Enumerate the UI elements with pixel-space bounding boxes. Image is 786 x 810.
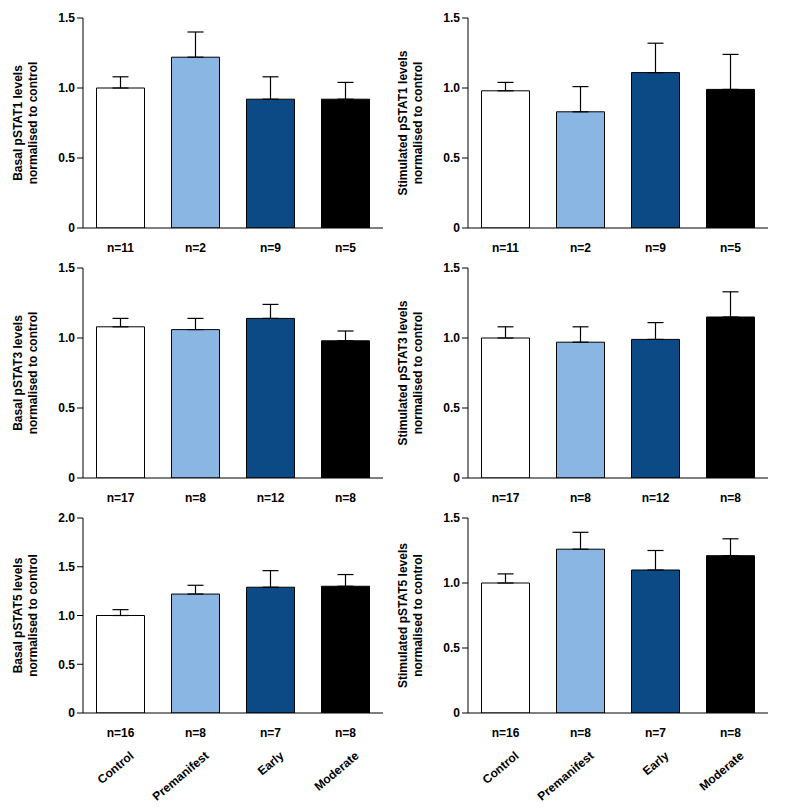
svg-text:Basal pSTAT5 levels: Basal pSTAT5 levels [11, 557, 25, 673]
svg-text:Moderate: Moderate [697, 748, 747, 793]
svg-text:Early: Early [640, 748, 672, 778]
svg-text:Basal pSTAT1 levels: Basal pSTAT1 levels [11, 65, 25, 181]
svg-text:1.0: 1.0 [443, 81, 460, 95]
svg-text:0: 0 [68, 706, 75, 720]
svg-text:normalised to control: normalised to control [26, 62, 40, 185]
svg-text:Stimulated pSTAT3 levels: Stimulated pSTAT3 levels [396, 300, 410, 445]
svg-text:n=8: n=8 [335, 491, 356, 505]
svg-text:0.5: 0.5 [58, 151, 75, 165]
svg-text:1.0: 1.0 [443, 576, 460, 590]
svg-text:1.5: 1.5 [443, 511, 460, 525]
svg-text:1.5: 1.5 [443, 11, 460, 25]
svg-text:normalised to control: normalised to control [26, 312, 40, 435]
svg-text:normalised to control: normalised to control [411, 312, 425, 435]
svg-text:0.5: 0.5 [443, 641, 460, 655]
svg-text:1.0: 1.0 [443, 331, 460, 345]
svg-text:n=16: n=16 [492, 726, 520, 740]
svg-text:n=7: n=7 [260, 726, 281, 740]
svg-text:Moderate: Moderate [312, 748, 362, 793]
svg-text:0.5: 0.5 [443, 151, 460, 165]
svg-text:Premanifest: Premanifest [535, 749, 597, 804]
svg-text:1.5: 1.5 [58, 560, 75, 574]
svg-text:n=2: n=2 [185, 241, 206, 255]
svg-text:n=17: n=17 [107, 491, 135, 505]
svg-text:Premanifest: Premanifest [150, 749, 212, 804]
svg-text:1.0: 1.0 [58, 609, 75, 623]
svg-text:1.0: 1.0 [58, 81, 75, 95]
svg-text:n=7: n=7 [645, 726, 666, 740]
svg-text:n=8: n=8 [185, 491, 206, 505]
svg-text:Control: Control [95, 749, 137, 787]
svg-text:n=8: n=8 [185, 726, 206, 740]
svg-text:n=8: n=8 [570, 726, 591, 740]
svg-text:Stimulated pSTAT5 levels: Stimulated pSTAT5 levels [396, 543, 410, 688]
svg-text:Control: Control [480, 749, 522, 787]
svg-text:0: 0 [68, 471, 75, 485]
svg-text:normalised to control: normalised to control [411, 62, 425, 185]
svg-text:n=5: n=5 [720, 241, 741, 255]
svg-text:normalised to control: normalised to control [26, 554, 40, 677]
svg-text:n=2: n=2 [570, 241, 591, 255]
svg-text:Basal pSTAT3 levels: Basal pSTAT3 levels [11, 315, 25, 431]
svg-text:2.0: 2.0 [58, 511, 75, 525]
svg-text:n=5: n=5 [335, 241, 356, 255]
svg-text:0.5: 0.5 [443, 401, 460, 415]
svg-text:n=8: n=8 [570, 491, 591, 505]
svg-text:Stimulated pSTAT1 levels: Stimulated pSTAT1 levels [396, 50, 410, 195]
svg-text:1.5: 1.5 [58, 261, 75, 275]
svg-text:0: 0 [453, 706, 460, 720]
svg-text:Early: Early [255, 748, 287, 778]
svg-text:n=8: n=8 [335, 726, 356, 740]
svg-text:0: 0 [453, 221, 460, 235]
svg-text:n=11: n=11 [107, 241, 134, 255]
svg-text:0: 0 [68, 221, 75, 235]
svg-text:normalised to control: normalised to control [411, 554, 425, 677]
svg-text:0.5: 0.5 [58, 658, 75, 672]
svg-text:1.5: 1.5 [58, 11, 75, 25]
svg-text:n=8: n=8 [720, 491, 741, 505]
svg-text:n=12: n=12 [642, 491, 670, 505]
svg-text:n=16: n=16 [107, 726, 135, 740]
svg-text:0.5: 0.5 [58, 401, 75, 415]
svg-text:n=9: n=9 [260, 241, 281, 255]
svg-text:n=8: n=8 [720, 726, 741, 740]
svg-text:n=12: n=12 [257, 491, 285, 505]
svg-text:0: 0 [453, 471, 460, 485]
svg-text:1.5: 1.5 [443, 261, 460, 275]
svg-text:n=9: n=9 [645, 241, 666, 255]
svg-text:1.0: 1.0 [58, 331, 75, 345]
svg-text:n=17: n=17 [492, 491, 520, 505]
svg-text:n=11: n=11 [492, 241, 519, 255]
